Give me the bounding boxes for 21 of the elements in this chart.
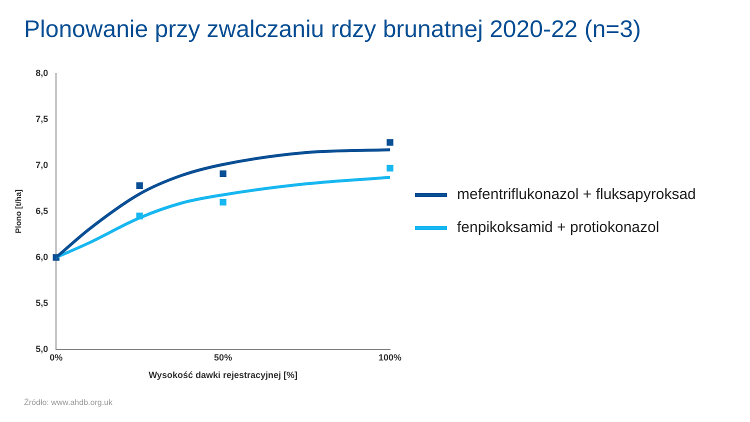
chart-title: Plonowanie przy zwalczaniu rdzy brunatnej 2020-22 (n=3)	[24, 16, 642, 44]
point	[136, 182, 143, 189]
y-tick-label: 5,0	[36, 344, 48, 354]
point	[386, 164, 394, 172]
y-tick-label: 7,5	[36, 114, 48, 124]
y-axis-title: Plono [t/ha]	[14, 189, 24, 234]
y-tick-label: 8,0	[36, 68, 48, 78]
y-tick-label: 6,5	[36, 206, 48, 216]
y-tick-label: 5,5	[36, 298, 48, 308]
x-tick-label: 50%	[214, 352, 232, 362]
text: Źródło: www.ahdb.org.uk	[24, 398, 112, 407]
legend-label: mefentriflukonazol + fluksapyroksad	[457, 186, 696, 203]
x-axis-title: Wysokość dawki rejestracyjnej [%]	[148, 370, 298, 380]
point	[220, 170, 226, 178]
point	[386, 139, 394, 146]
x-tick-label: 0%	[50, 352, 63, 362]
x-tick-label: 100%	[378, 352, 402, 362]
y-tick-label: 6,0	[36, 252, 48, 262]
legend-label: fenpikoksamid + protiokonazol	[457, 219, 660, 236]
y-tick-label: 7,0	[36, 160, 48, 170]
point	[220, 198, 226, 206]
